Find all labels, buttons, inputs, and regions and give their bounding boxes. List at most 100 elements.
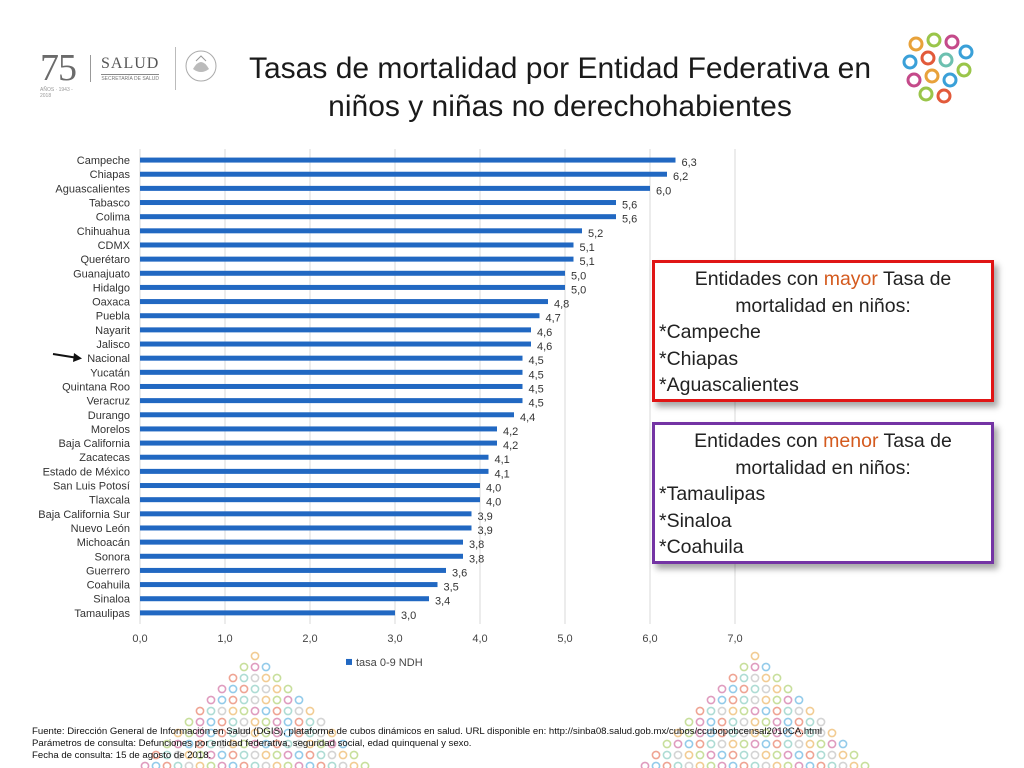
decorative-circle (272, 706, 282, 716)
category-label: Aguascalientes (55, 183, 130, 195)
category-label: Colima (96, 212, 131, 224)
decorative-circle (838, 750, 848, 760)
decorative-circle (706, 728, 716, 738)
decorative-circle (849, 761, 859, 768)
bar (140, 313, 540, 319)
decorative-circle (261, 750, 271, 760)
decorative-circle (294, 706, 304, 716)
bar (140, 341, 531, 347)
decorative-circle (750, 717, 760, 727)
bar (140, 525, 472, 531)
decorative-circle (684, 739, 694, 749)
decorative-circle (162, 739, 172, 749)
decorative-circle (772, 684, 782, 694)
decorative-circle (283, 728, 293, 738)
decorative-circle (250, 706, 260, 716)
decorative-circle (750, 695, 760, 705)
source-footnote: Fuente: Dirección General de Información… (32, 726, 1012, 762)
decorative-circle (206, 706, 216, 716)
decorative-circle (217, 750, 227, 760)
decorative-circle (794, 706, 804, 716)
decorative-circle (761, 662, 771, 672)
category-label: Coahuila (87, 580, 131, 592)
data-label: 4,2 (503, 426, 518, 438)
decorative-circle (761, 706, 771, 716)
decorative-circle (794, 728, 804, 738)
menor-heading-highlight: menor (823, 430, 879, 452)
bar (140, 553, 463, 559)
decorative-circle (827, 739, 837, 749)
decorative-circle (838, 761, 848, 768)
decorative-circle (772, 695, 782, 705)
decorative-circle (695, 728, 705, 738)
decorative-circle (783, 739, 793, 749)
decorative-circle (750, 728, 760, 738)
decorative-circle (673, 761, 683, 768)
consult-date-line: Fecha de consulta: 15 de agosto de 2018. (32, 750, 212, 761)
category-label: Nuevo León (71, 523, 130, 535)
decorative-circle (783, 761, 793, 768)
decorative-circle (673, 750, 683, 760)
decorative-circle (239, 717, 249, 727)
decorative-circle (261, 739, 271, 749)
mayor-heading-highlight: mayor (823, 268, 878, 290)
decorative-circle (673, 728, 683, 738)
category-label: Yucatán (90, 367, 130, 379)
menor-box-heading: Entidades con menor Tasa de (659, 428, 987, 455)
decorative-circle (261, 761, 271, 768)
data-label: 4,1 (495, 468, 510, 480)
decorative-circle (272, 761, 282, 768)
decorative-circle (294, 761, 304, 768)
decorative-circle (195, 706, 205, 716)
decorative-circle (294, 695, 304, 705)
decorative-circle (750, 662, 760, 672)
category-label: Guanajuato (73, 268, 130, 280)
decorative-circle (272, 684, 282, 694)
bar (140, 440, 497, 446)
mayor-item: *Campeche (659, 321, 761, 343)
decorative-circle (360, 761, 370, 768)
decorative-circle (728, 684, 738, 694)
logo-75-anos: 75 (40, 47, 77, 89)
decorative-circle (827, 728, 837, 738)
bar (140, 383, 523, 389)
decorative-circle (761, 750, 771, 760)
decorative-circle (283, 706, 293, 716)
decorative-circle (750, 739, 760, 749)
legend-swatch (346, 658, 352, 665)
decorative-circle (195, 761, 205, 768)
source-line: Fuente: Dirección General de Información… (32, 726, 822, 737)
decorative-circle (272, 695, 282, 705)
decorative-circle (805, 761, 815, 768)
decorative-circle (239, 739, 249, 749)
data-label: 4,0 (486, 497, 501, 509)
decorative-circle (250, 728, 260, 738)
logo-salud: SALUD SECRETARÍA DE SALUD (90, 54, 160, 82)
bar (140, 398, 523, 404)
decorative-circle (151, 750, 161, 760)
decorative-circle (327, 739, 337, 749)
decorative-circle (772, 728, 782, 738)
decorative-circle (195, 739, 205, 749)
decorative-circle (162, 761, 172, 768)
decorative-circle (761, 673, 771, 683)
decorative-circle (283, 684, 293, 694)
decorative-circle (739, 761, 749, 768)
mayor-heading-pre: Entidades con (694, 268, 824, 290)
data-label: 3,6 (452, 567, 467, 579)
page-title: Tasas de mortalidad por Entidad Federati… (220, 50, 900, 126)
data-label: 4,6 (537, 341, 552, 353)
decorative-circle (294, 750, 304, 760)
decorative-circle (739, 706, 749, 716)
decorative-circle (228, 695, 238, 705)
decorative-circle (794, 695, 804, 705)
data-label: 5,0 (571, 284, 586, 296)
decorative-circle (217, 761, 227, 768)
decorative-circle (849, 750, 859, 760)
data-label: 4,5 (529, 383, 544, 395)
data-label: 4,4 (520, 412, 535, 424)
data-label: 3,0 (401, 610, 416, 622)
bar (140, 228, 582, 234)
decorative-circle (250, 662, 260, 672)
bar (140, 426, 497, 432)
